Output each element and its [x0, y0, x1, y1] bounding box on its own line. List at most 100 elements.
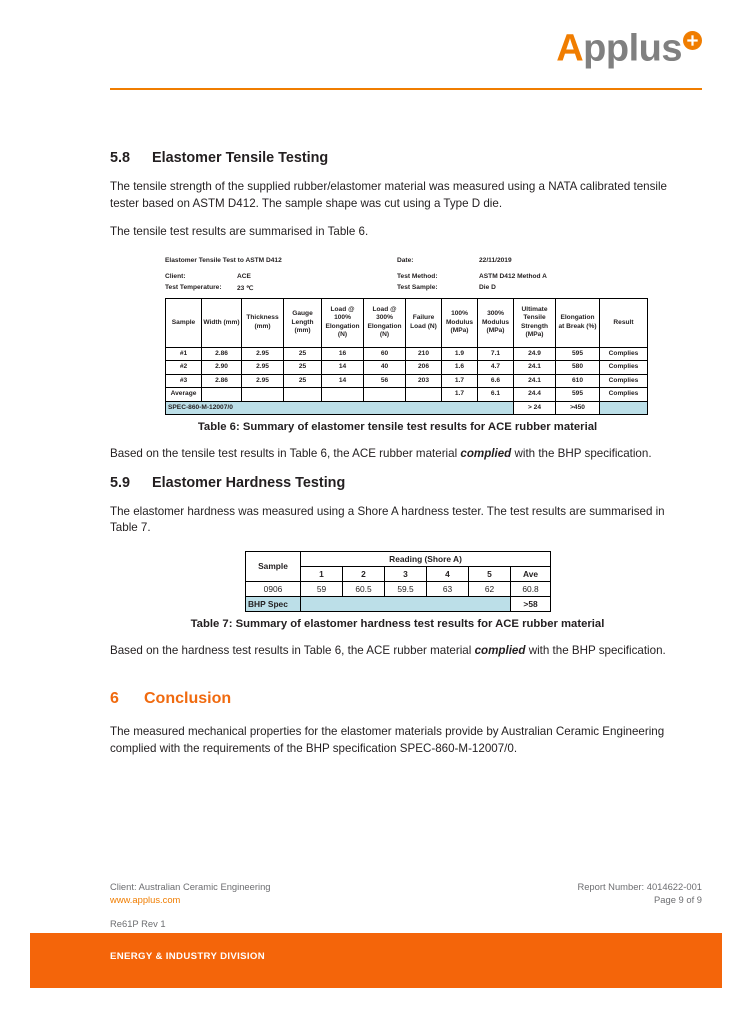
cell-bhp-spec-label: BHP Spec [245, 595, 301, 612]
cell-failure [405, 387, 442, 402]
table-row: #2 2.90 2.95 25 14 40 206 1.6 4.7 24.1 5… [165, 360, 648, 375]
hardness-conclusion-emphasis: complied [474, 643, 526, 657]
section-title-6: Conclusion [144, 690, 232, 708]
meta-temp-label: Test Temperature: [165, 283, 222, 291]
meta-method-label: Test Method: [397, 272, 438, 280]
cell-width [201, 387, 242, 402]
col-uts: Ultimate Tensile Strength (MPa) [513, 297, 556, 348]
tensile-conclusion-after: with the BHP specification. [511, 447, 652, 461]
section-number-59: 5.9 [110, 474, 131, 491]
tensile-conclusion-paragraph: Based on the tensile test results in Tab… [110, 446, 685, 462]
cell-uts: 24.9 [513, 346, 556, 362]
cell-mod100: 1.6 [441, 360, 478, 375]
col-failure-load: Failure Load (N) [405, 297, 442, 348]
tensile-meta-table: Elastomer Tensile Test to ASTM D412 Date… [165, 255, 627, 294]
footer-revision: Re61P Rev 1 [110, 918, 166, 929]
cell-sample: #1 [165, 346, 202, 362]
cell-result: Complies [599, 387, 648, 402]
conclusion-paragraph: The measured mechanical properties for t… [110, 725, 665, 755]
cell-spec-result [599, 400, 648, 416]
cell-sample-id: 0906 [245, 580, 301, 597]
cell-failure: 203 [405, 373, 442, 389]
col-load-300: Load @ 300% Elongation (N) [363, 297, 406, 348]
cell-load100: 16 [321, 346, 364, 362]
cell-result: Complies [599, 346, 648, 362]
section-heading-conclusion: 6 Conclusion [110, 689, 685, 708]
tensile-test-block: Elastomer Tensile Test to ASTM D412 Date… [165, 255, 648, 416]
page-footer: Client: Australian Ceramic Engineering R… [110, 880, 702, 931]
meta-row-client: Client: ACE Test Method: ASTM D412 Metho… [165, 271, 627, 282]
table-7-caption: Table 7: Summary of elastomer hardness t… [190, 617, 605, 630]
col-reading-4: 4 [426, 565, 469, 582]
cell-spec-elongation: >450 [555, 400, 600, 416]
section-title-59: Elastomer Hardness Testing [152, 474, 346, 491]
col-reading-1: 1 [300, 565, 343, 582]
division-banner-text: ENERGY & INDUSTRY DIVISION [110, 951, 265, 962]
hardness-test-block: Sample Reading (Shore A) 1 2 3 4 5 Ave 0… [245, 550, 552, 612]
col-reading-header: Reading (Shore A) [299, 550, 552, 567]
meta-row-title: Elastomer Tensile Test to ASTM D412 Date… [165, 255, 627, 266]
footer-website-link[interactable]: www.applus.com [110, 894, 181, 905]
cell-load100 [321, 387, 364, 402]
table-row: 0906 59 60.5 59.5 63 62 60.8 [245, 580, 552, 597]
cell-load100: 14 [321, 373, 364, 389]
cell-mod300: 4.7 [477, 360, 514, 375]
meta-client-label: Client: [165, 272, 186, 280]
table-row: #1 2.86 2.95 25 16 60 210 1.9 7.1 24.9 5… [165, 346, 648, 362]
cell-load300: 40 [363, 360, 406, 375]
footer-row-2: www.applus.com Page 9 of 9 [110, 893, 702, 906]
col-elongation-break: Elongation at Break (%) [555, 297, 600, 348]
cell-uts: 24.1 [513, 360, 556, 375]
col-reading-3: 3 [384, 565, 427, 582]
table-6-caption: Table 6: Summary of elastomer tensile te… [197, 421, 598, 434]
cell-reading-3: 59.5 [384, 580, 427, 597]
cell-result: Complies [599, 373, 648, 389]
section-heading-hardness: 5.9 Elastomer Hardness Testing [110, 475, 685, 492]
meta-method-value: ASTM D412 Method A [479, 272, 547, 280]
meta-client-value: ACE [237, 272, 251, 280]
cell-uts: 24.4 [513, 387, 556, 402]
division-banner: ENERGY & INDUSTRY DIVISION [30, 933, 722, 988]
cell-width: 2.86 [201, 346, 242, 362]
cell-width: 2.90 [201, 360, 242, 375]
tensile-results-table: Sample Width (mm) Thickness (mm) Gauge L… [165, 297, 648, 416]
page-header: Applus [0, 0, 750, 92]
cell-result: Complies [599, 360, 648, 375]
cell-bhp-spec-blank [300, 595, 511, 612]
cell-load300 [363, 387, 406, 402]
table-row-spec: SPEC-860-M-12007/0 > 24 >450 [165, 400, 648, 416]
col-reading-ave: Ave [509, 565, 552, 582]
cell-reading-5: 62 [468, 580, 511, 597]
table-row-spec: BHP Spec >58 [245, 595, 552, 612]
hardness-header-row-sub: 1 2 3 4 5 Ave [246, 565, 552, 582]
col-load-100: Load @ 100% Elongation (N) [321, 297, 364, 348]
col-modulus-100: 100% Modulus (MPa) [441, 297, 478, 348]
cell-elong: 580 [555, 360, 600, 375]
tensile-conclusion-emphasis: complied [460, 447, 512, 461]
section-title-58: Elastomer Tensile Testing [152, 150, 329, 166]
section-heading-tensile: 5.8 Elastomer Tensile Testing [110, 150, 685, 167]
cell-width: 2.86 [201, 373, 242, 389]
table-row: #3 2.86 2.95 25 14 56 203 1.7 6.6 24.1 6… [165, 373, 648, 389]
cell-mod100: 1.7 [441, 373, 478, 389]
cell-failure: 206 [405, 360, 442, 375]
footer-report-number: Report Number: 4014622-001 [577, 881, 702, 892]
meta-temp-value: 23 ℃ [237, 284, 254, 292]
cell-reading-ave: 60.8 [509, 580, 552, 597]
header-divider-rule [110, 88, 702, 90]
meta-date-value: 22/11/2019 [479, 256, 512, 264]
meta-row-temperature: Test Temperature: 23 ℃ Test Sample: Die … [165, 282, 627, 294]
col-sample-header: Sample [245, 550, 301, 582]
section-number-6: 6 [110, 690, 119, 708]
cell-spec-label: SPEC-860-M-12007/0 [165, 400, 514, 416]
meta-test-title: Elastomer Tensile Test to ASTM D412 [165, 256, 282, 264]
cell-mod300: 7.1 [477, 346, 514, 362]
cell-mod100: 1.7 [441, 387, 478, 402]
col-width: Width (mm) [201, 297, 242, 348]
cell-reading-4: 63 [426, 580, 469, 597]
col-reading-2: 2 [342, 565, 385, 582]
cell-reading-1: 59 [300, 580, 343, 597]
cell-mod300: 6.1 [477, 387, 514, 402]
section-number-58: 5.8 [110, 150, 131, 166]
cell-mod100: 1.9 [441, 346, 478, 362]
